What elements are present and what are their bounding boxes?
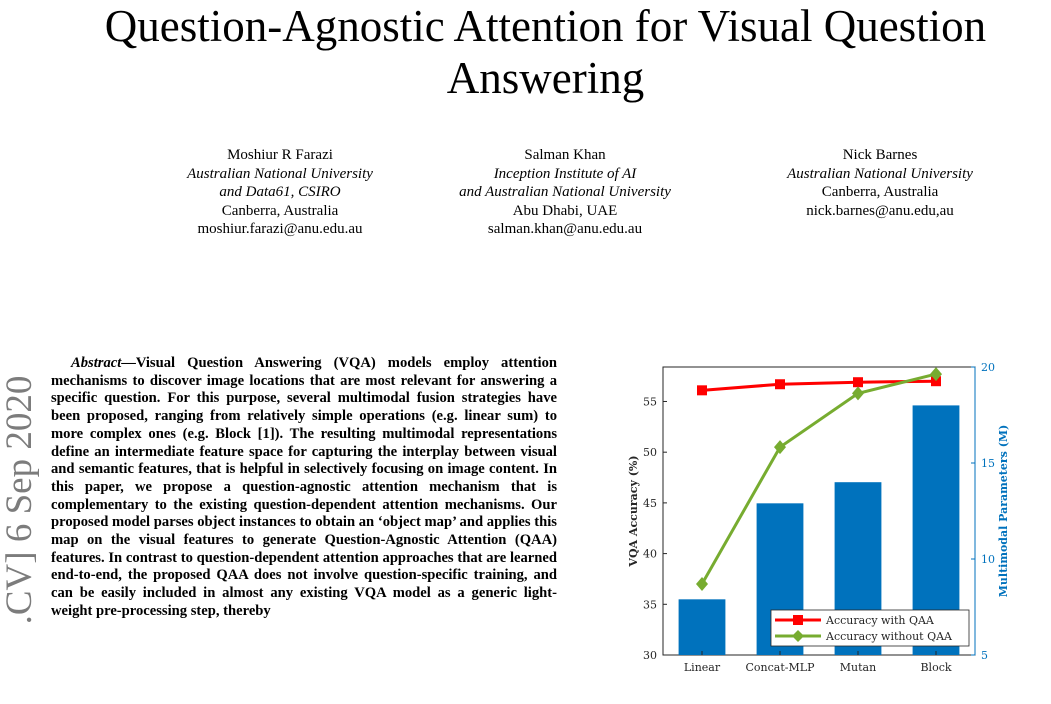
y-tick-label: 50 <box>643 446 657 459</box>
author-affiliation: Australian National University <box>187 165 373 182</box>
legend-marker <box>792 630 804 642</box>
author-name: Salman Khan <box>524 147 606 163</box>
legend-marker <box>793 615 803 625</box>
accuracy-parameters-figure: 30 35 40 45 50 55 5 10 15 20 Linear Concat-MLP Mutan… <box>623 355 1023 685</box>
legend-label: Accuracy with QAA <box>825 614 935 627</box>
y-tick-label: 45 <box>643 497 657 510</box>
author-email: salman.khan@anu.edu.au <box>487 221 643 237</box>
series-point <box>696 577 708 592</box>
author-affiliation: Inception Institute of AI <box>493 165 637 182</box>
y-right-tick-label: 10 <box>981 553 995 566</box>
x-tick-label: Mutan <box>840 661 876 674</box>
y-right-tick-label: 20 <box>981 361 995 374</box>
y-tick-label: 35 <box>643 598 657 611</box>
author-block-2: Salman Khan Inception Institute of AI an… <box>400 146 730 239</box>
bar <box>678 599 726 655</box>
y-right-tick-label: 5 <box>981 649 988 662</box>
series-point <box>853 377 863 388</box>
author-location: Canberra, Australia <box>221 202 339 219</box>
author-affiliation: Australian National University <box>787 165 973 182</box>
abstract: Abstract—Visual Question Answering (VQA)… <box>51 355 557 621</box>
y-right-axis-label: Multimodal Parameters (M) <box>997 425 1010 598</box>
author-affiliation: and Australian National University <box>459 184 671 200</box>
x-tick-label: Concat-MLP <box>746 661 816 674</box>
series-point <box>852 386 864 401</box>
abstract-body: —Visual Question Answering (VQA) models … <box>51 355 557 619</box>
series-point <box>774 440 786 455</box>
series-point <box>930 367 942 382</box>
author-email: nick.barnes@anu.edu,au <box>806 202 954 219</box>
y-tick-label: 55 <box>643 395 657 408</box>
author-name: Nick Barnes <box>842 147 918 163</box>
author-name: Moshiur R Farazi <box>227 147 333 163</box>
series-line <box>700 372 937 585</box>
author-email: moshiur.farazi@anu.edu.au <box>197 221 363 237</box>
author-affiliation: and Data61, CSIRO <box>219 184 341 200</box>
y-tick-label: 40 <box>643 548 657 561</box>
arxiv-stamp: .CV] 6 Sep 2020 <box>0 375 40 625</box>
y-right-tick-label: 15 <box>981 457 995 470</box>
legend-label: Accuracy without QAA <box>825 630 953 643</box>
series-line <box>701 379 937 392</box>
series-point <box>931 376 941 387</box>
paper-title: Question-Agnostic Attention for Visual Q… <box>104 1 987 103</box>
author-block-1: Moshiur R Farazi Australian National Uni… <box>150 146 410 239</box>
author-location: Canberra, Australia <box>821 184 939 200</box>
series-point <box>697 385 707 396</box>
series-point <box>775 379 785 390</box>
y-axis-label: VQA Accuracy (%) <box>627 455 640 567</box>
legend-box <box>770 609 970 647</box>
x-tick-label: Linear <box>684 661 721 674</box>
author-block-3: Nick Barnes Australian National Universi… <box>730 146 1030 220</box>
author-location: Abu Dhabi, UAE <box>512 202 618 219</box>
y-tick-label: 30 <box>643 649 657 662</box>
abstract-lead: Abstract <box>71 355 122 371</box>
x-tick-label: Block <box>920 661 951 674</box>
